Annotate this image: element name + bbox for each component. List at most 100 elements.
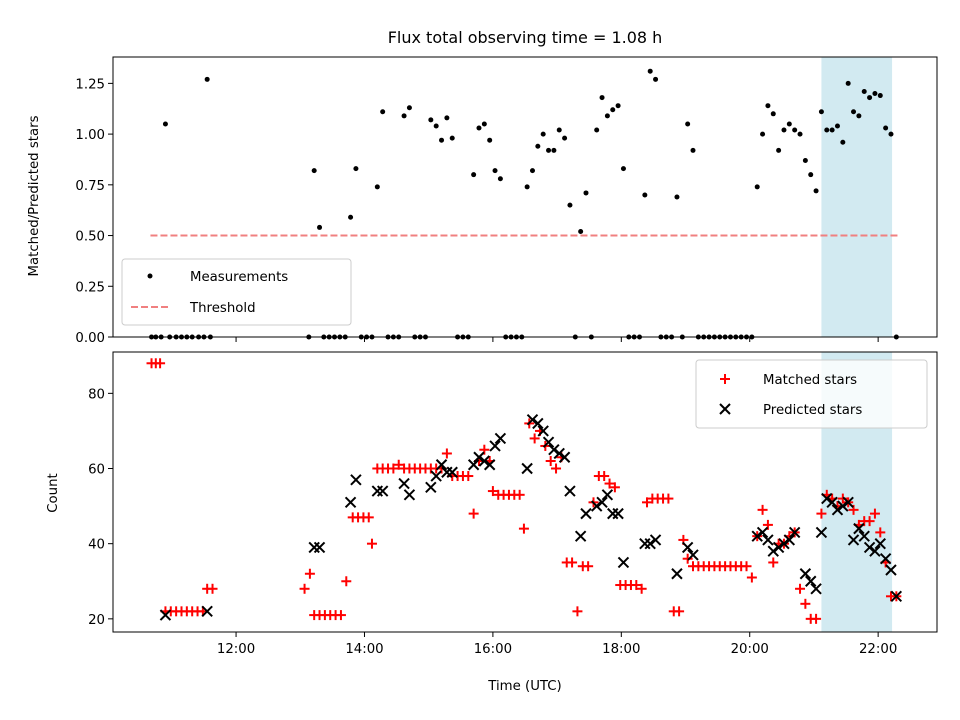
predicted-star-marker — [478, 455, 491, 467]
measurement-point — [642, 192, 648, 198]
predicted-star-marker — [564, 485, 576, 497]
legend-marker-measurements — [147, 273, 153, 279]
y-tick-label: 60 — [88, 463, 105, 478]
predicted-star-marker — [612, 507, 624, 520]
x-tick-label: 14:00 — [345, 642, 383, 657]
predicted-star-marker — [810, 583, 822, 595]
predicted-star-marker — [467, 459, 480, 471]
y-tick-label: 0.75 — [75, 179, 105, 194]
y-tick-label: 1.00 — [75, 128, 105, 143]
predicted-star-marker — [778, 537, 790, 550]
matched-stars-points — [146, 358, 902, 624]
predicted-star-marker — [858, 530, 870, 542]
measurement-point — [492, 168, 498, 174]
measurement-point — [674, 194, 680, 200]
measurement-point — [765, 103, 771, 109]
measurement-point — [428, 117, 434, 123]
matched-star-marker — [551, 463, 562, 474]
x-tick-label: 12:00 — [217, 642, 255, 657]
matched-star-marker — [299, 583, 310, 594]
predicted-star-marker — [847, 534, 860, 546]
predicted-star-marker — [671, 568, 683, 580]
predicted-star-marker — [788, 526, 801, 539]
predicted-star-marker — [799, 568, 812, 580]
measurement-point — [348, 214, 354, 220]
predicted-star-marker — [805, 575, 817, 587]
predicted-star-marker — [521, 462, 533, 475]
predicted-star-marker — [837, 500, 849, 512]
predicted-star-marker — [526, 413, 539, 426]
matched-star-marker — [572, 606, 583, 617]
predicted-star-marker — [751, 530, 763, 542]
measurement-point — [374, 184, 380, 190]
highlight-band — [821, 57, 893, 337]
highlight-region — [821, 57, 893, 337]
x-axis-label: Time (UTC) — [487, 679, 562, 694]
measurement-point — [620, 166, 626, 172]
ratio-panel: 0.00 0.25 0.50 0.75 1.00 1.25 Flux total obse… — [27, 28, 938, 346]
measurement-point — [781, 127, 787, 133]
predicted-star-marker — [601, 489, 614, 501]
matched-star-marker — [468, 508, 479, 519]
matched-star-marker — [463, 471, 474, 482]
matched-star-marker — [604, 478, 615, 489]
ratio-plot-frame — [112, 56, 938, 338]
predicted-star-marker — [553, 447, 565, 460]
predicted-star-marker — [687, 549, 699, 561]
matched-star-marker — [741, 561, 752, 572]
measurement-point — [317, 224, 323, 230]
measurement-point — [888, 131, 894, 137]
chart-title: Flux total observing time = 1.08 h — [388, 28, 663, 47]
predicted-star-marker — [548, 444, 560, 456]
measurement-point — [845, 80, 851, 86]
count-plot-frame — [112, 351, 938, 633]
predicted-star-marker — [879, 553, 892, 565]
predicted-star-marker — [542, 436, 555, 448]
predicted-star-marker — [815, 526, 828, 539]
measurement-point — [861, 88, 867, 94]
x-tick-label: 16:00 — [474, 642, 512, 657]
measurement-point — [562, 135, 568, 141]
measurement-point — [808, 172, 814, 178]
measurement-point — [524, 184, 530, 190]
measurement-point — [872, 91, 878, 97]
measurement-point — [583, 190, 589, 196]
matched-star-marker — [341, 576, 352, 587]
measurement-point — [476, 125, 482, 131]
matched-star-marker — [441, 448, 452, 459]
measurement-point — [481, 121, 487, 127]
measurement-point — [406, 105, 412, 111]
predicted-star-marker — [425, 481, 437, 494]
measurement-point — [776, 147, 782, 153]
measurement-point — [546, 147, 552, 153]
predicted-star-marker — [532, 417, 544, 430]
measurement-point — [797, 131, 803, 137]
predicted-star-marker — [842, 496, 854, 509]
y-tick-label: 20 — [88, 613, 105, 628]
legend-marker-matched — [720, 374, 730, 384]
matched-star-marker — [599, 471, 610, 482]
predicted-star-marker — [783, 534, 796, 546]
matched-star-marker — [363, 512, 374, 523]
measurement-point — [770, 111, 776, 117]
x-tick-label: 20:00 — [731, 642, 769, 657]
predicted-star-marker — [826, 496, 838, 509]
y-tick-label: 1.25 — [75, 77, 105, 92]
measurement-point — [829, 127, 835, 133]
predicted-star-marker — [590, 500, 603, 512]
predicted-star-marker — [644, 537, 656, 550]
count-x-ticks: 12:00 14:00 16:00 18:00 20:00 22:00 — [217, 632, 897, 657]
y-tick-label: 0.50 — [75, 230, 105, 245]
count-y-ticks: 20 40 60 80 — [88, 387, 113, 628]
legend-label-matched: Matched stars — [763, 373, 857, 388]
measurement-point — [401, 113, 407, 119]
ratio-legend: Measurements Threshold — [121, 258, 352, 326]
predicted-star-marker — [580, 507, 592, 520]
predicted-star-marker — [617, 556, 630, 569]
measurement-point — [760, 131, 766, 137]
predicted-star-marker — [853, 522, 865, 535]
matched-star-marker — [631, 580, 642, 591]
measurement-point — [535, 143, 541, 149]
matched-star-marker — [682, 553, 693, 564]
measurement-point — [204, 76, 210, 82]
